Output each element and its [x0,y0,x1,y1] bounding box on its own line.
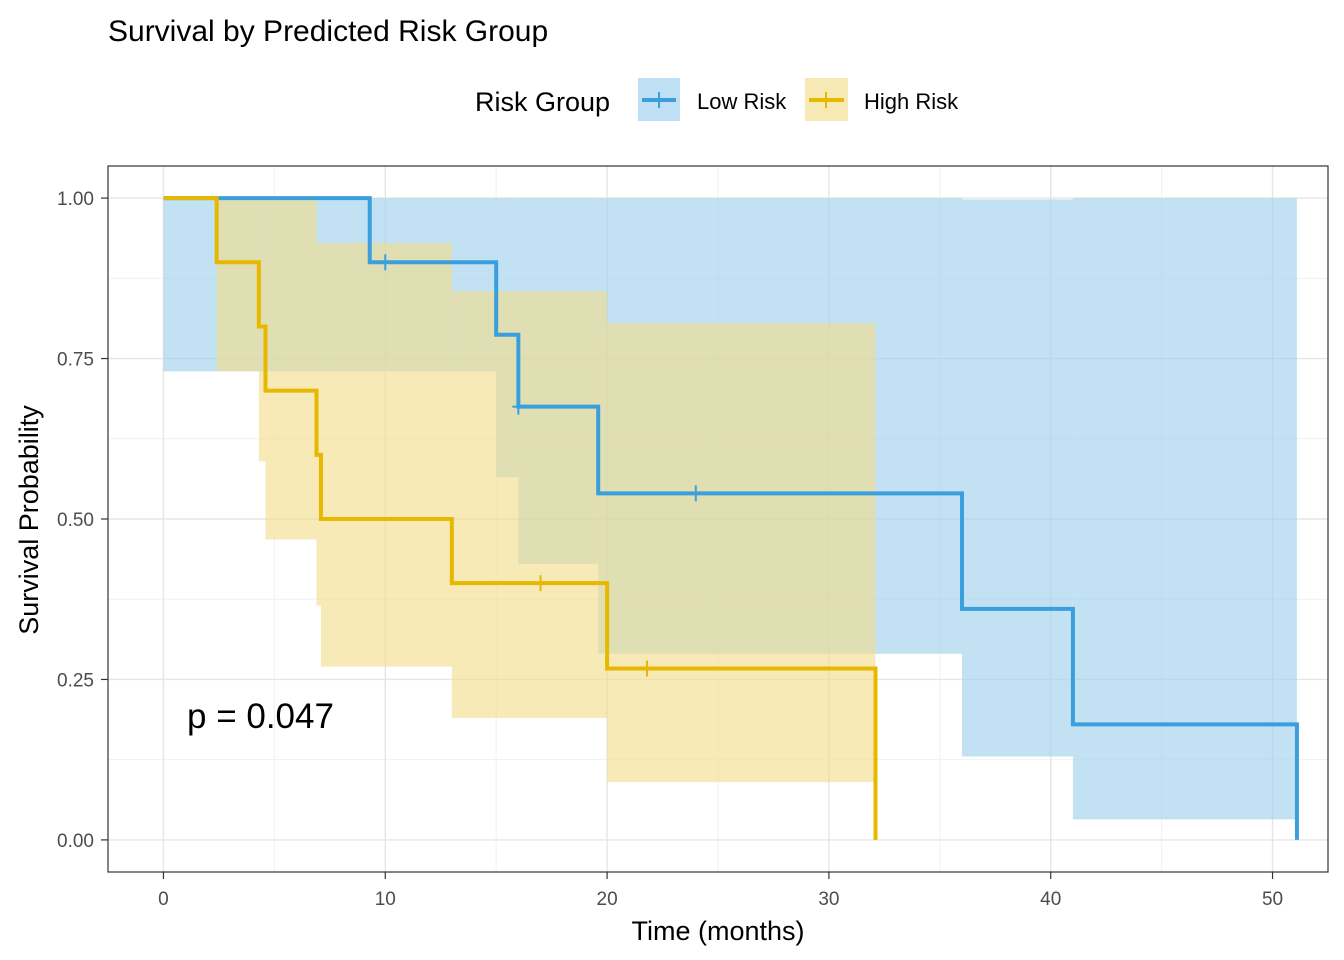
chart-title: Survival by Predicted Risk Group [108,15,548,48]
ci-band-low-risk [962,199,1073,757]
ci-band-high-risk [451,291,608,718]
x-tick-label: 30 [818,889,839,910]
ci-band-high-risk [265,198,317,540]
km-curve-low-risk [163,196,1299,840]
y-tick-label: 0.50 [57,510,94,531]
confidence-bands [163,198,1297,820]
legend-key-low-risk [638,78,680,121]
x-axis-title: Time (months) [631,916,804,946]
y-tick-label: 0.75 [57,350,94,371]
y-tick-label: 0.25 [57,670,94,691]
legend-label-high-risk: High Risk [864,89,959,114]
y-axis: 0.00 0.25 0.50 0.75 1.00 [57,189,108,852]
censor-mark-high-risk [534,575,547,592]
y-tick-label: 1.00 [57,189,94,210]
legend: Risk Group Low Risk High Risk [475,78,959,121]
ci-band-high-risk [316,243,321,606]
censor-marks [379,254,702,677]
censor-mark-low-risk [512,398,525,415]
ci-band-high-risk [607,323,876,783]
x-axis: 0 10 20 30 40 50 [158,872,1283,910]
legend-key-high-risk [805,78,848,121]
ci-band-high-risk [216,198,259,372]
ci-band-high-risk [258,198,266,462]
survival-curves [163,196,1299,840]
ci-band-high-risk [320,243,452,667]
km-curve-high-risk [163,196,878,840]
p-value-annotation: p = 0.047 [187,697,334,736]
censor-mark-high-risk [641,660,654,677]
x-tick-label: 20 [597,889,618,910]
censor-mark-low-risk [379,254,392,271]
ci-band-low-risk [1072,198,1297,820]
y-tick-label: 0.00 [57,831,94,852]
x-tick-label: 50 [1262,889,1283,910]
censor-mark-low-risk [689,485,702,502]
legend-label-low-risk: Low Risk [697,89,787,114]
x-tick-label: 10 [375,889,396,910]
plot-panel [107,165,1329,873]
x-tick-label: 0 [158,889,169,910]
legend-title: Risk Group [475,87,610,117]
y-axis-title: Survival Probability [14,405,44,635]
x-tick-label: 40 [1040,889,1061,910]
